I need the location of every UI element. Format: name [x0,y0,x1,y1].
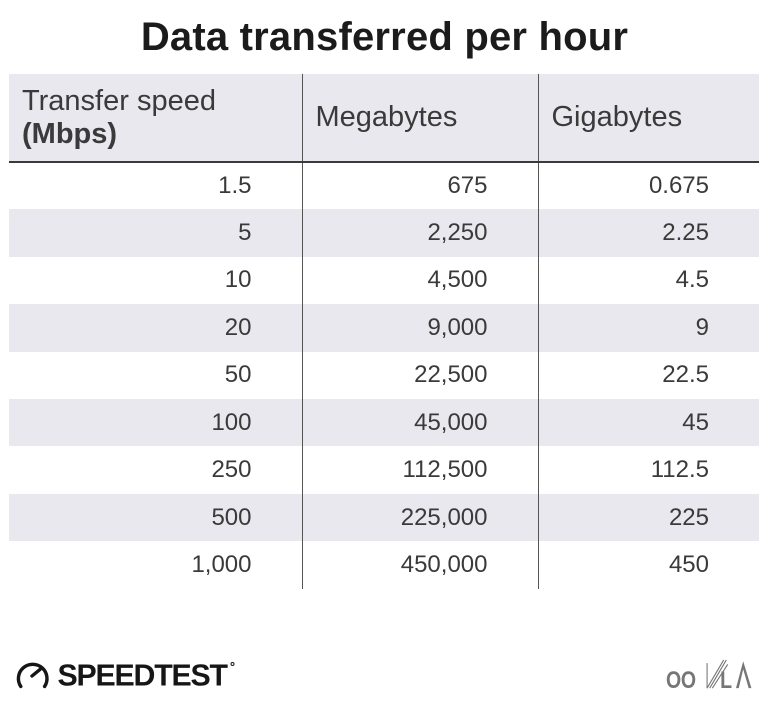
svg-text:L: L [720,666,732,690]
svg-text:OO: OO [666,666,696,690]
svg-text:SPEEDTEST: SPEEDTEST [58,659,229,692]
